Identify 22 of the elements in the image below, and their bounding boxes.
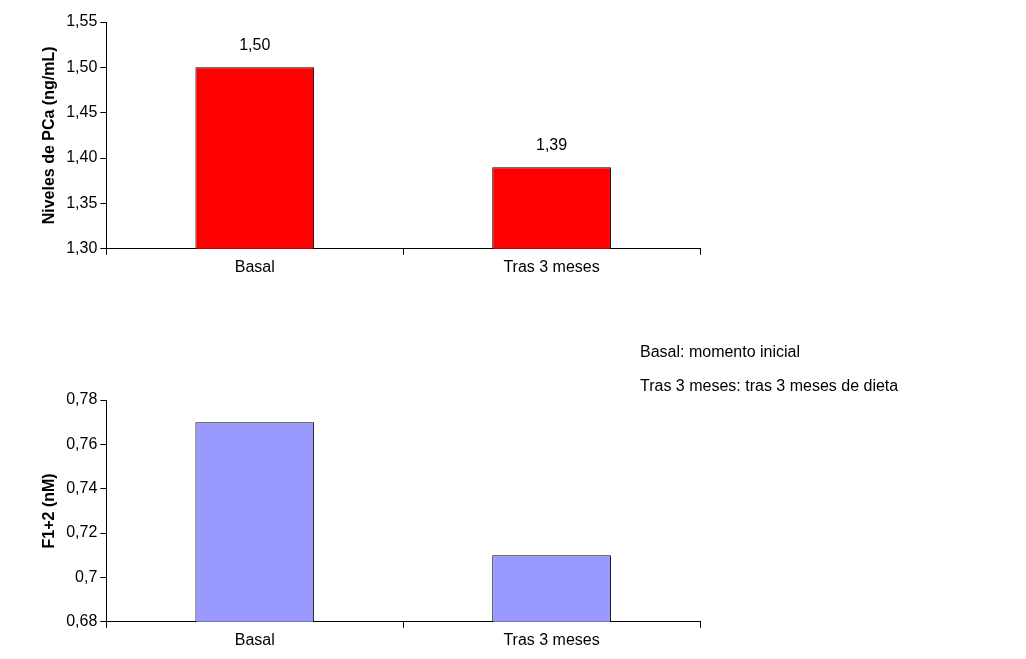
x-tick-label: Basal <box>234 630 275 648</box>
x-tick-label: Tras 3 meses <box>503 257 600 275</box>
y-axis-title: F1+2 (nM) <box>40 473 58 549</box>
y-tick-label: 1,45 <box>66 103 98 121</box>
y-tick-label: 0,7 <box>75 567 98 585</box>
data-label: 1,50 <box>239 35 271 53</box>
y-tick-label: 1,55 <box>66 12 98 30</box>
y-tick-label: 0,68 <box>66 612 98 630</box>
y-axis-title: Niveles de PCa (ng/mL) <box>40 46 58 225</box>
x-tick-label: Basal <box>234 257 275 275</box>
y-tick-label: 0,72 <box>66 523 98 541</box>
y-tick-label: 0,74 <box>66 479 98 497</box>
y-tick-label: 1,30 <box>66 239 98 257</box>
y-tick-label: 0,76 <box>66 434 98 452</box>
data-label: 1,39 <box>536 135 568 153</box>
text: Basal: momento inicial <box>640 343 801 361</box>
y-tick-label: 0,78 <box>66 390 98 408</box>
x-tick-label: Tras 3 meses <box>503 630 600 648</box>
text: Tras 3 meses: tras 3 meses de dieta <box>640 377 899 395</box>
y-tick-label: 1,50 <box>66 57 98 75</box>
y-tick-label: 1,35 <box>66 193 98 211</box>
y-tick-label: 1,40 <box>66 148 98 166</box>
